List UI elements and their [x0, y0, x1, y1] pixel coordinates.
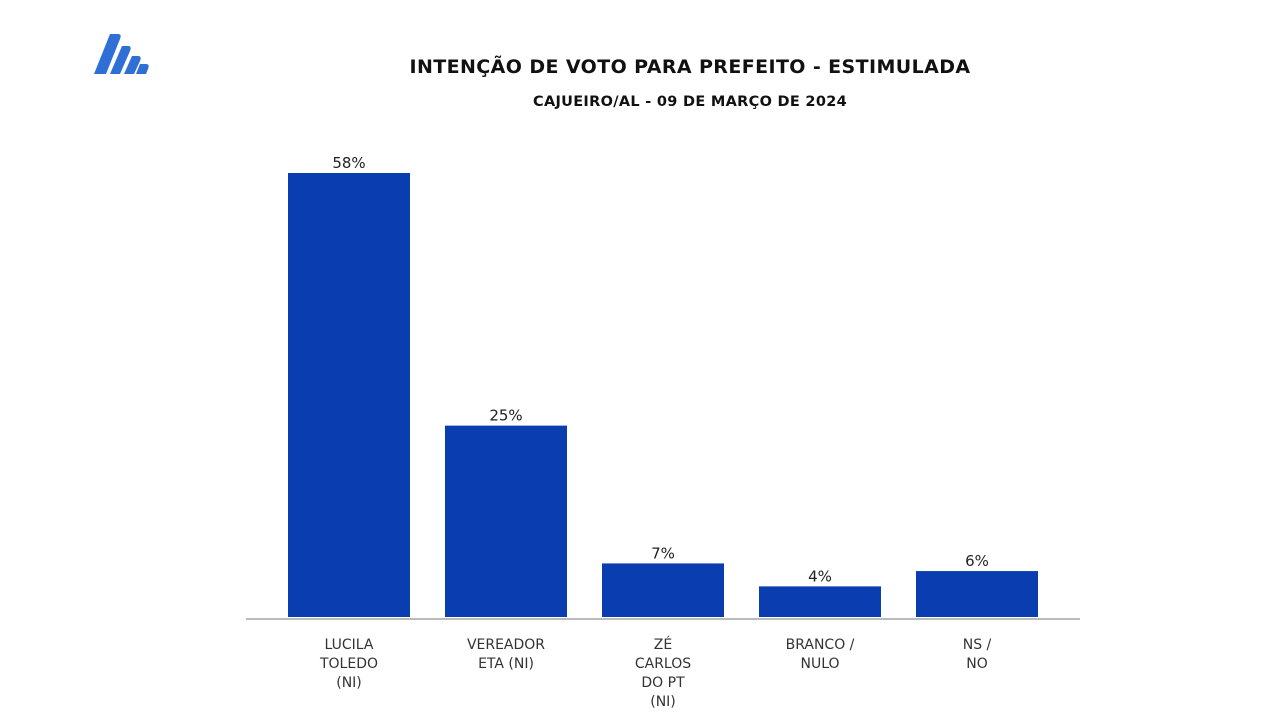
category-label-line: CARLOS [635, 656, 691, 672]
category-label-4: NS / NO [963, 637, 992, 672]
bar-3 [759, 586, 881, 617]
bar-value-label-0: 58% [332, 154, 365, 172]
category-label-line: DO PT [641, 675, 685, 691]
category-label-line: ETA (NI) [478, 656, 534, 672]
bar-value-label-3: 4% [808, 567, 832, 585]
category-label-line: (NI) [650, 694, 676, 710]
brand-logo [92, 30, 152, 80]
bars-group: 58% 25% 7% 4% 6% [288, 154, 1038, 617]
bar-value-label-2: 7% [651, 544, 675, 562]
bar-1 [445, 425, 567, 617]
category-label-2: ZÉ CARLOS DO PT (NI) [635, 636, 691, 710]
bar-2 [602, 563, 724, 617]
chart-title: INTENÇÃO DE VOTO PARA PREFEITO - ESTIMUL… [409, 56, 971, 78]
chart-subtitle: CAJUEIRO/AL - 09 DE MARÇO DE 2024 [533, 94, 847, 110]
bar-value-label-4: 6% [965, 552, 989, 570]
category-label-1: VEREADOR ETA (NI) [467, 637, 545, 672]
category-label-line: NS / [963, 637, 992, 653]
bar-0 [288, 173, 410, 617]
category-label-line: (NI) [336, 675, 362, 691]
category-label-0: LUCILA TOLEDO (NI) [319, 637, 378, 691]
bar-value-label-1: 25% [489, 407, 522, 425]
category-label-line: BRANCO / [786, 637, 855, 653]
category-label-line: NULO [800, 656, 839, 672]
category-label-line: NO [966, 656, 988, 672]
category-label-line: ZÉ [654, 636, 672, 653]
stacked-stripes-logo-icon [94, 34, 149, 74]
category-labels-group: LUCILA TOLEDO (NI) VEREADOR ETA (NI) ZÉ CARLOS… [319, 636, 992, 710]
category-label-3: BRANCO / NULO [786, 637, 855, 672]
category-label-line: TOLEDO [319, 656, 378, 672]
category-label-line: LUCILA [325, 637, 374, 653]
category-label-line: VEREADOR [467, 637, 545, 653]
bar-4 [916, 571, 1038, 617]
